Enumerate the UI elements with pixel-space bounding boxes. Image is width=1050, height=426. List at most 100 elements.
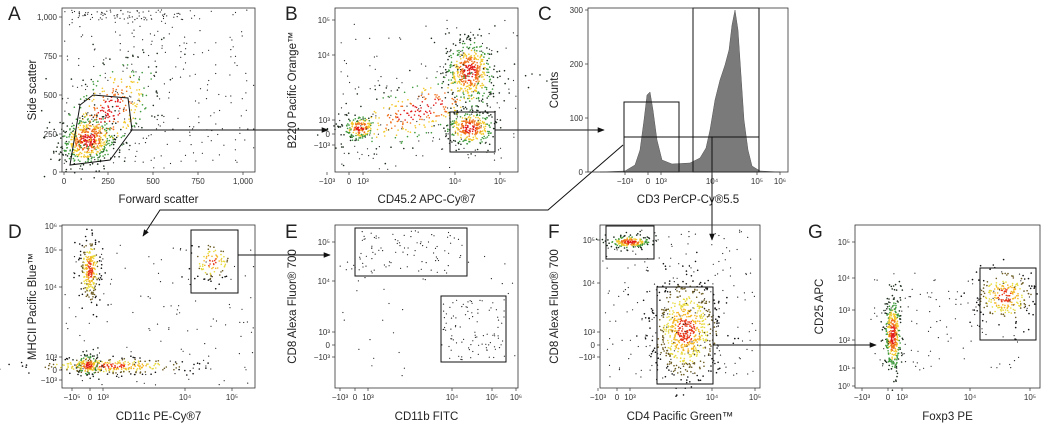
dot <box>97 121 99 123</box>
dot <box>113 15 115 17</box>
dot <box>695 329 697 332</box>
dot <box>662 309 665 311</box>
dot <box>479 119 482 122</box>
dot <box>84 279 87 282</box>
dot <box>464 81 467 83</box>
dot <box>76 137 78 139</box>
dot <box>108 108 110 111</box>
dot <box>87 359 90 362</box>
dot <box>89 153 91 156</box>
dot <box>888 298 890 300</box>
dot <box>94 360 96 363</box>
dot <box>213 246 215 248</box>
dot <box>890 314 893 317</box>
dot <box>128 370 131 373</box>
dot <box>693 350 695 352</box>
dot <box>362 262 364 264</box>
dot <box>352 123 354 126</box>
dot <box>132 117 135 119</box>
dot <box>120 128 122 131</box>
dot <box>103 157 106 159</box>
dot <box>672 370 675 373</box>
dot <box>84 139 87 141</box>
dot <box>471 133 474 135</box>
dot <box>87 158 90 161</box>
dot <box>114 141 116 144</box>
dot <box>683 337 686 340</box>
dot <box>224 275 226 278</box>
dot <box>88 273 91 275</box>
dot <box>418 110 421 113</box>
dot <box>667 353 670 355</box>
dot <box>201 265 204 268</box>
dot <box>524 74 527 77</box>
dot <box>87 262 90 264</box>
dot <box>101 106 104 109</box>
dot <box>626 246 628 249</box>
dot <box>476 105 478 107</box>
dot <box>133 125 136 127</box>
dot <box>694 354 696 356</box>
dot <box>371 137 373 139</box>
dot <box>89 143 91 145</box>
dot <box>477 119 479 121</box>
dot <box>78 122 81 125</box>
dot <box>625 231 628 234</box>
dot <box>469 43 472 46</box>
dot <box>895 379 897 381</box>
dot <box>470 357 472 359</box>
dot <box>689 356 691 358</box>
dot <box>689 366 691 368</box>
dot <box>463 77 465 79</box>
dot <box>398 242 401 244</box>
dot <box>223 266 226 268</box>
dot <box>702 312 705 315</box>
dot <box>679 301 681 303</box>
dot <box>157 114 159 117</box>
dot <box>134 358 136 361</box>
dot <box>371 247 373 249</box>
dot <box>123 108 125 110</box>
dot <box>472 128 475 131</box>
dot <box>673 356 676 358</box>
dot <box>632 250 634 252</box>
dot <box>418 108 420 110</box>
dot <box>148 256 150 258</box>
dot <box>390 90 392 92</box>
dot <box>91 13 93 16</box>
dot <box>480 122 482 125</box>
dot <box>422 278 424 280</box>
dot <box>468 46 471 49</box>
dot <box>475 58 477 60</box>
dot <box>133 102 136 104</box>
dot <box>95 262 98 264</box>
dot <box>628 358 630 360</box>
dot <box>459 106 462 109</box>
dot <box>474 124 476 126</box>
dot <box>486 71 488 74</box>
dot <box>112 147 115 150</box>
dot <box>682 360 684 362</box>
dot <box>494 335 496 337</box>
dot <box>460 143 462 146</box>
dot <box>487 63 490 65</box>
dot <box>611 241 613 243</box>
dot <box>675 345 677 348</box>
dot <box>241 35 243 37</box>
dot <box>709 350 711 352</box>
dot <box>461 244 463 246</box>
dot <box>436 258 438 260</box>
dot <box>512 79 515 82</box>
dot <box>621 339 623 341</box>
dot <box>470 31 472 33</box>
dot <box>897 326 899 328</box>
dot <box>682 314 685 316</box>
dot <box>447 128 449 130</box>
dot <box>174 361 177 363</box>
dot <box>468 38 471 41</box>
dot <box>690 366 693 369</box>
dot <box>140 18 143 20</box>
dot <box>460 358 462 360</box>
dot <box>476 123 478 126</box>
dot <box>131 63 133 65</box>
